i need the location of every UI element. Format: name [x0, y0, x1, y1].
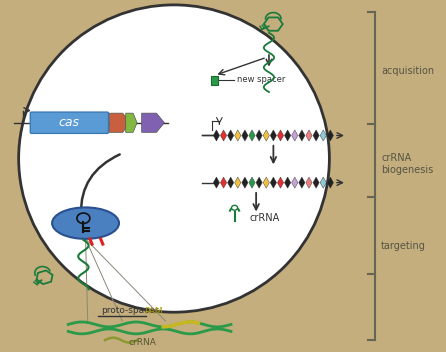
FancyBboxPatch shape — [30, 112, 108, 133]
Text: crRNA: crRNA — [250, 213, 280, 223]
Ellipse shape — [19, 5, 330, 312]
Polygon shape — [213, 177, 219, 188]
Polygon shape — [220, 130, 227, 141]
Polygon shape — [327, 177, 334, 188]
Text: PAM: PAM — [144, 307, 162, 316]
Polygon shape — [263, 177, 269, 188]
Polygon shape — [126, 113, 137, 132]
Polygon shape — [313, 177, 319, 188]
Polygon shape — [270, 177, 277, 188]
Polygon shape — [320, 177, 326, 188]
Polygon shape — [277, 177, 284, 188]
Polygon shape — [142, 113, 165, 132]
Polygon shape — [306, 130, 312, 141]
Polygon shape — [249, 130, 255, 141]
Ellipse shape — [52, 207, 119, 239]
Polygon shape — [285, 130, 291, 141]
Text: crRNA
biogenesis: crRNA biogenesis — [381, 152, 434, 175]
Polygon shape — [277, 130, 284, 141]
Polygon shape — [242, 177, 248, 188]
Polygon shape — [235, 130, 241, 141]
Polygon shape — [227, 130, 234, 141]
Bar — [211, 76, 219, 84]
Text: acquisition: acquisition — [381, 66, 434, 76]
Polygon shape — [299, 130, 305, 141]
Polygon shape — [256, 177, 262, 188]
Polygon shape — [109, 113, 130, 132]
Polygon shape — [263, 130, 269, 141]
Polygon shape — [220, 177, 227, 188]
Polygon shape — [306, 177, 312, 188]
Polygon shape — [299, 177, 305, 188]
Circle shape — [231, 205, 238, 210]
Text: new spacer: new spacer — [236, 75, 285, 84]
Text: targeting: targeting — [381, 241, 426, 251]
Polygon shape — [292, 130, 298, 141]
Text: proto-spacer: proto-spacer — [102, 306, 159, 315]
Polygon shape — [242, 130, 248, 141]
Polygon shape — [256, 130, 262, 141]
Polygon shape — [292, 177, 298, 188]
Polygon shape — [327, 130, 334, 141]
Polygon shape — [285, 177, 291, 188]
Text: cas: cas — [59, 116, 80, 129]
Polygon shape — [213, 130, 219, 141]
Polygon shape — [320, 130, 326, 141]
Polygon shape — [235, 177, 241, 188]
Polygon shape — [313, 130, 319, 141]
Polygon shape — [249, 177, 255, 188]
Text: crRNA: crRNA — [129, 338, 157, 347]
Polygon shape — [227, 177, 234, 188]
Polygon shape — [270, 130, 277, 141]
